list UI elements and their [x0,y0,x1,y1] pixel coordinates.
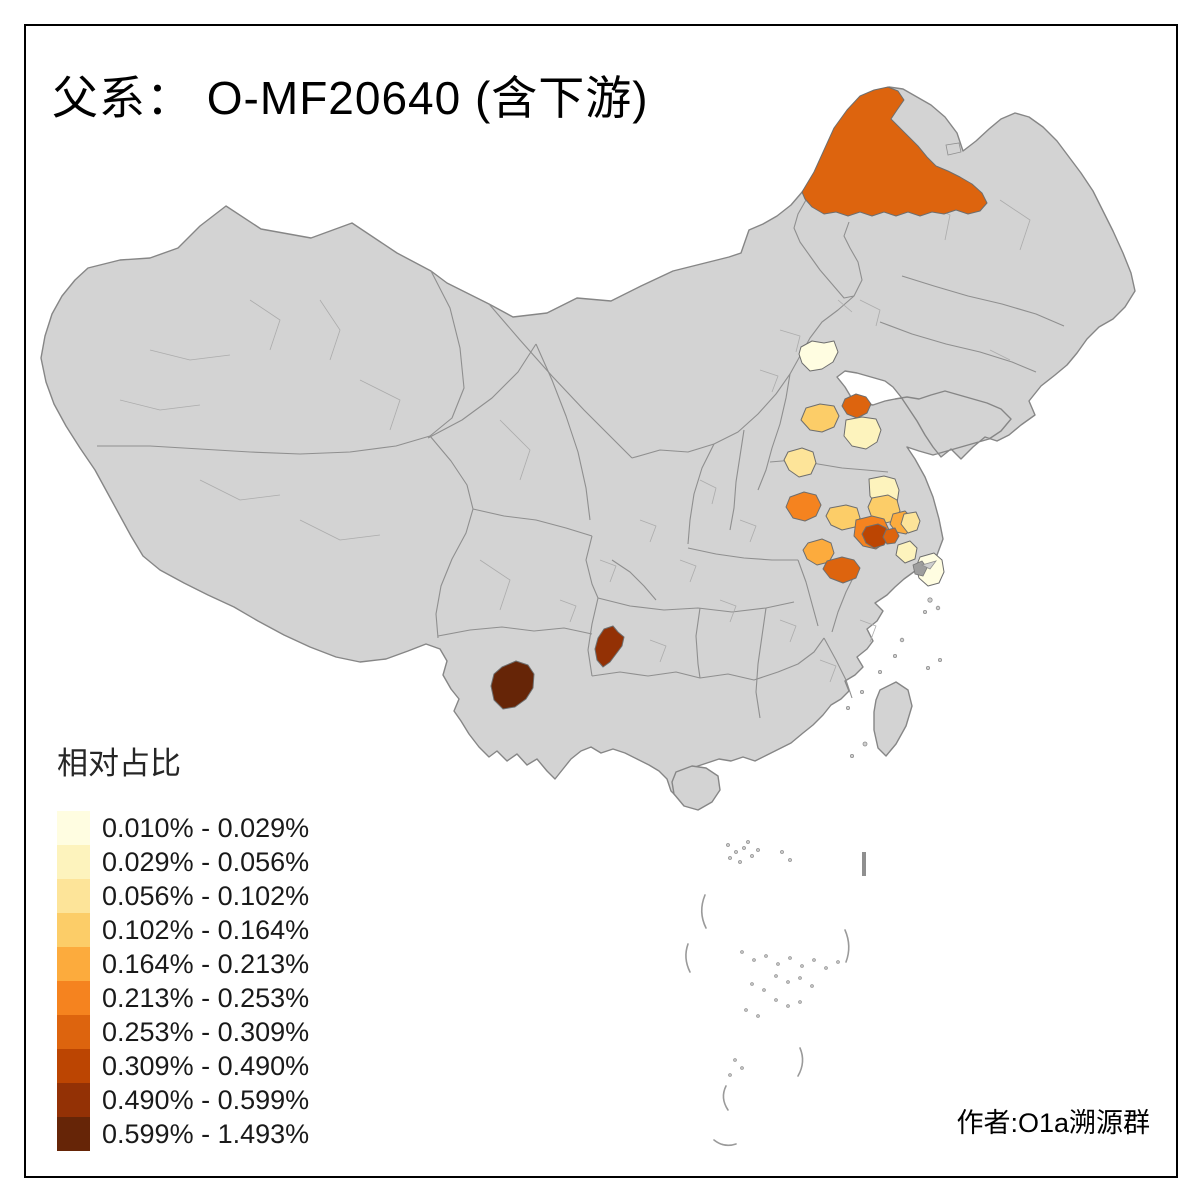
region-jining [783,447,817,478]
region-taizhou-js [900,511,921,534]
region-west-guizhou [594,625,625,668]
taiwan-island [873,681,913,757]
legend-row: 0.490% - 0.599% [57,1083,309,1117]
legend-swatch [57,913,90,947]
legend-row: 0.102% - 0.164% [57,913,309,947]
legend-label: 0.213% - 0.253% [102,982,310,1013]
region-south-yangtze-strip [895,540,918,564]
legend-row: 0.010% - 0.029% [57,811,309,845]
legend-label: 0.010% - 0.029% [102,812,310,843]
legend-swatch [57,947,90,981]
south-china-sea-islands [685,840,866,1147]
author-credit: 作者:O1a溯源群 [956,1108,1150,1138]
region-zibo [843,416,882,450]
region-nanjing [861,523,890,549]
legend-row: 0.253% - 0.309% [57,1015,309,1049]
choropleth-patches [490,86,988,710]
legend-swatch [57,845,90,879]
legend-row: 0.056% - 0.102% [57,879,309,913]
region-zhenjiang [882,527,900,545]
legend-swatch [57,879,90,913]
legend-label: 0.102% - 0.164% [102,914,310,945]
region-jinan [800,403,840,433]
region-hulunbuir [801,86,988,217]
legend-swatch [57,1083,90,1117]
legend-label: 0.253% - 0.309% [102,1016,310,1047]
region-zhengzhou [785,491,822,522]
legend-label: 0.309% - 0.490% [102,1050,310,1081]
region-beijing [798,340,839,372]
islands [671,560,943,811]
page-title: 父系： O-MF20640 (含下游) [52,72,649,124]
plot-frame-border [24,24,1178,1178]
legend-swatch [57,1049,90,1083]
legend-swatch [57,1117,90,1151]
legend-swatch [57,1015,90,1049]
legend-row: 0.309% - 0.490% [57,1049,309,1083]
legend-label: 0.599% - 1.493% [102,1118,310,1149]
legend-row: 0.213% - 0.253% [57,981,309,1015]
legend-row: 0.599% - 1.493% [57,1117,309,1151]
legend-label: 0.029% - 0.056% [102,846,310,877]
region-west-yunnan [490,660,535,710]
legend-swatch [57,981,90,1015]
legend-row: 0.164% - 0.213% [57,947,309,981]
region-hulunbuir-enclave [945,142,962,156]
scale-bar-fragment [862,852,866,876]
legend-row: 0.029% - 0.056% [57,845,309,879]
province-borders [97,199,1065,719]
map-legend: 相对占比 0.010% - 0.029% 0.029% - 0.056% 0.0… [57,738,309,1151]
region-dongying [841,393,872,419]
legend-label: 0.164% - 0.213% [102,948,310,979]
legend-swatch [57,811,90,845]
legend-title: 相对占比 [57,746,181,781]
legend-label: 0.490% - 0.599% [102,1084,310,1115]
legend-label: 0.056% - 0.102% [102,880,310,911]
hainan-island [671,765,721,811]
prefecture-borders [119,199,1031,683]
chongming-island [920,560,938,570]
region-hefei [822,556,861,584]
